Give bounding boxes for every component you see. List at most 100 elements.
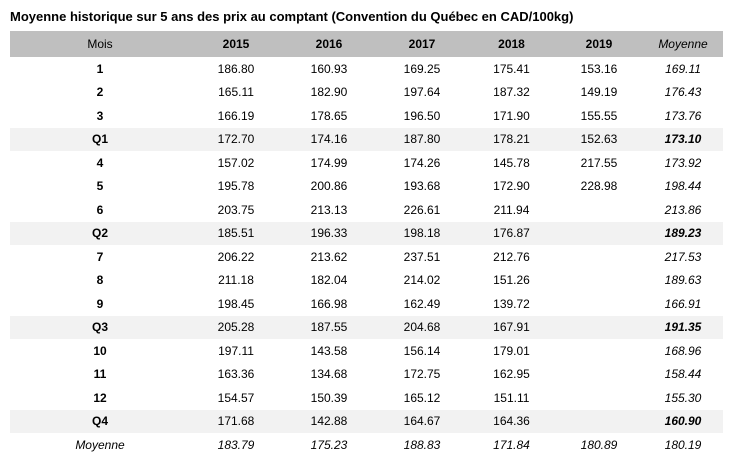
row-label: 3 [96, 108, 104, 123]
row-label: 10 [93, 343, 107, 358]
cell-value: 157.02 [217, 155, 255, 170]
cell-value: 153.16 [580, 61, 618, 76]
cell-value: 198.45 [217, 296, 255, 311]
cell-value: 187.55 [282, 315, 376, 339]
cell-value: 164.67 [376, 409, 468, 433]
column-header-2016: 2016 [282, 31, 376, 57]
row-label: 6 [96, 202, 104, 217]
cell-value [555, 386, 643, 410]
table-row-month: 11 163.36 134.68 172.75 162.95 158.44 [10, 363, 723, 387]
cell-value [555, 363, 643, 387]
cell-value: 156.14 [403, 343, 441, 358]
cell-value: 160.93 [310, 61, 348, 76]
cell-value: 185.51 [190, 221, 282, 245]
cell-value: 167.91 [468, 315, 555, 339]
cell-value: 206.22 [217, 249, 255, 264]
cell-value [555, 269, 643, 293]
column-header-moyenne: Moyenne [643, 31, 723, 57]
cell-value [555, 245, 643, 269]
cell-value: 172.90 [493, 179, 530, 194]
cell-value: 195.78 [217, 179, 255, 194]
cell-value: 188.83 [403, 437, 441, 452]
cell-moyenne: 189.63 [664, 273, 702, 288]
cell-moyenne: 168.96 [664, 343, 702, 358]
cell-moyenne: 217.53 [664, 249, 702, 264]
cell-value [555, 292, 643, 316]
cell-moyenne: 169.11 [665, 61, 701, 76]
cell-value: 143.58 [310, 343, 348, 358]
cell-value: 155.55 [580, 108, 618, 123]
cell-value: 186.80 [217, 61, 255, 76]
cell-value: 172.70 [190, 127, 282, 151]
cell-moyenne: 160.90 [643, 409, 723, 433]
column-header-2019: 2019 [555, 31, 643, 57]
cell-value: 166.98 [310, 296, 348, 311]
cell-value: 187.80 [376, 127, 468, 151]
cell-value [555, 409, 643, 433]
cell-value: 196.50 [403, 108, 441, 123]
row-label: 9 [96, 296, 104, 311]
table-row-month: 1 186.80 160.93 169.25 175.41 153.16 169.11 [10, 57, 723, 81]
row-label: Q3 [10, 315, 190, 339]
cell-value: 187.32 [493, 85, 530, 100]
cell-value: 211.18 [218, 273, 254, 288]
row-label: Q1 [10, 127, 190, 151]
cell-value: 182.04 [310, 273, 348, 288]
cell-value: 175.41 [493, 61, 530, 76]
row-label: 8 [96, 273, 104, 288]
cell-value: 214.02 [403, 273, 441, 288]
cell-value: 165.11 [218, 85, 254, 100]
cell-value: 164.36 [468, 409, 555, 433]
cell-value: 178.21 [468, 127, 555, 151]
table-row-month: 12 154.57 150.39 165.12 151.11 155.30 [10, 386, 723, 410]
cell-value: 205.28 [190, 315, 282, 339]
cell-moyenne: 155.30 [664, 390, 702, 405]
cell-value: 193.68 [403, 179, 441, 194]
table-header: Mois 2015 2016 2017 2018 2019 Moyenne [10, 31, 723, 57]
cell-value: 152.63 [555, 127, 643, 151]
column-header-mois: Mois [10, 31, 190, 57]
cell-value: 171.84 [493, 437, 530, 452]
cell-moyenne: 176.43 [664, 85, 702, 100]
cell-value: 182.90 [310, 85, 348, 100]
cell-moyenne: 173.92 [664, 155, 702, 170]
table-row-month: 8 211.18 182.04 214.02 151.26 189.63 [10, 269, 723, 293]
cell-value: 171.90 [493, 108, 530, 123]
cell-value: 163.36 [217, 367, 255, 382]
column-header-2015: 2015 [190, 31, 282, 57]
cell-value: 134.68 [310, 367, 348, 382]
cell-value: 226.61 [403, 202, 441, 217]
cell-value: 171.68 [190, 409, 282, 433]
table-row-quarter: Q1 172.70 174.16 187.80 178.21 152.63 173.10 [10, 127, 723, 151]
table-body: 1 186.80 160.93 169.25 175.41 153.16 169.11 2 16… [10, 57, 723, 457]
cell-value: 162.49 [403, 296, 441, 311]
table-row-month: 9 198.45 166.98 162.49 139.72 166.91 [10, 292, 723, 316]
cell-value: 211.94 [493, 202, 530, 217]
cell-value: 203.75 [217, 202, 255, 217]
cell-value: 169.25 [403, 61, 441, 76]
table-row-total: Moyenne 183.79 175.23 188.83 171.84 180.89 180… [10, 433, 723, 457]
cell-value: 200.86 [310, 179, 348, 194]
cell-value: 150.39 [310, 390, 348, 405]
cell-value: 196.33 [282, 221, 376, 245]
column-header-2018: 2018 [468, 31, 555, 57]
table-row-quarter: Q2 185.51 196.33 198.18 176.87 189.23 [10, 221, 723, 245]
row-label: 1 [96, 61, 104, 76]
cell-value: 197.64 [403, 85, 441, 100]
row-label: 7 [96, 249, 104, 264]
cell-value: 183.79 [217, 437, 255, 452]
table-row-month: 7 206.22 213.62 237.51 212.76 217.53 [10, 245, 723, 269]
cell-moyenne: 213.86 [664, 202, 702, 217]
cell-moyenne: 173.76 [664, 108, 702, 123]
cell-value: 162.95 [493, 367, 530, 382]
table-row-month: 3 166.19 178.65 196.50 171.90 155.55 173.76 [10, 104, 723, 128]
cell-moyenne: 166.91 [664, 296, 702, 311]
cell-moyenne: 189.23 [643, 221, 723, 245]
cell-value: 145.78 [493, 155, 530, 170]
table-row-month: 10 197.11 143.58 156.14 179.01 168.96 [10, 339, 723, 363]
table-row-quarter: Q3 205.28 187.55 204.68 167.91 191.35 [10, 315, 723, 339]
row-label: Q4 [10, 409, 190, 433]
cell-value [555, 339, 643, 363]
header-row: Mois 2015 2016 2017 2018 2019 Moyenne [10, 31, 723, 57]
